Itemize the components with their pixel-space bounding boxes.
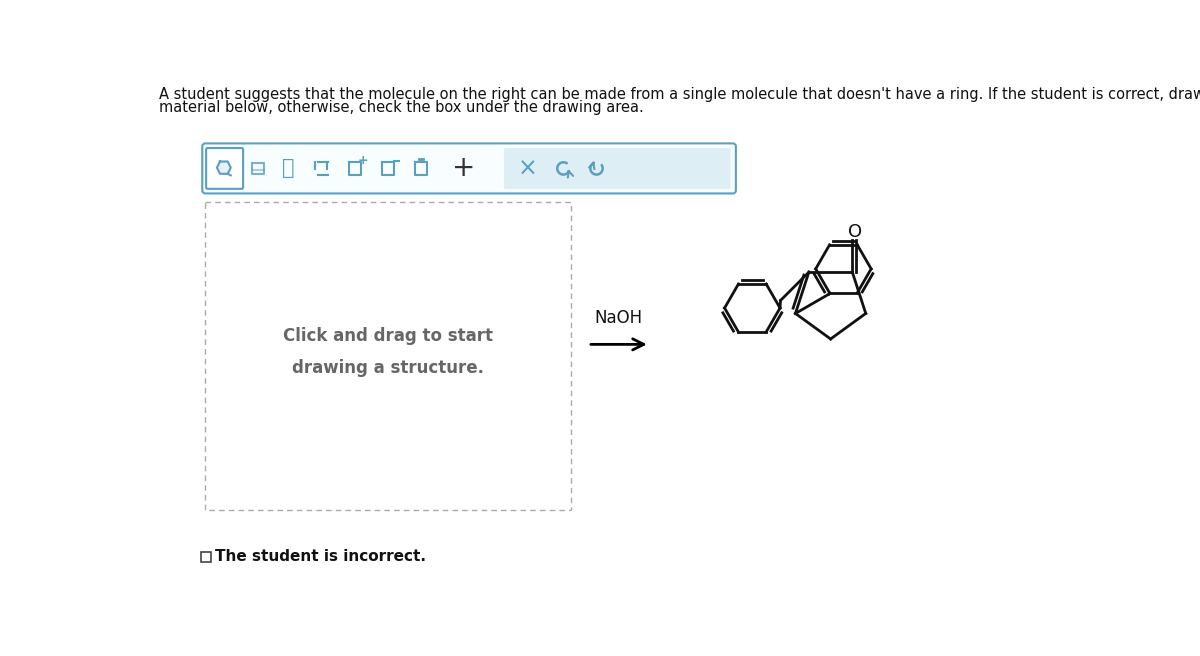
Text: A student suggests that the molecule on the right can be made from a single mole: A student suggests that the molecule on … [160, 87, 1200, 102]
Polygon shape [217, 161, 230, 174]
Text: The student is incorrect.: The student is incorrect. [215, 549, 426, 564]
FancyBboxPatch shape [206, 148, 244, 189]
FancyBboxPatch shape [504, 148, 731, 189]
Text: ×: × [517, 156, 538, 180]
Text: NaOH: NaOH [595, 309, 643, 327]
FancyBboxPatch shape [203, 144, 736, 194]
Bar [205, 202, 571, 510]
Text: ✋: ✋ [282, 159, 295, 178]
Text: O: O [847, 223, 862, 241]
Text: material below, otherwise, check the box under the drawing area.: material below, otherwise, check the box… [160, 100, 644, 115]
Text: +: + [358, 154, 368, 167]
Bar [200, 552, 211, 562]
Text: +: + [451, 154, 475, 182]
Text: Click and drag to start
drawing a structure.: Click and drag to start drawing a struct… [283, 327, 493, 377]
